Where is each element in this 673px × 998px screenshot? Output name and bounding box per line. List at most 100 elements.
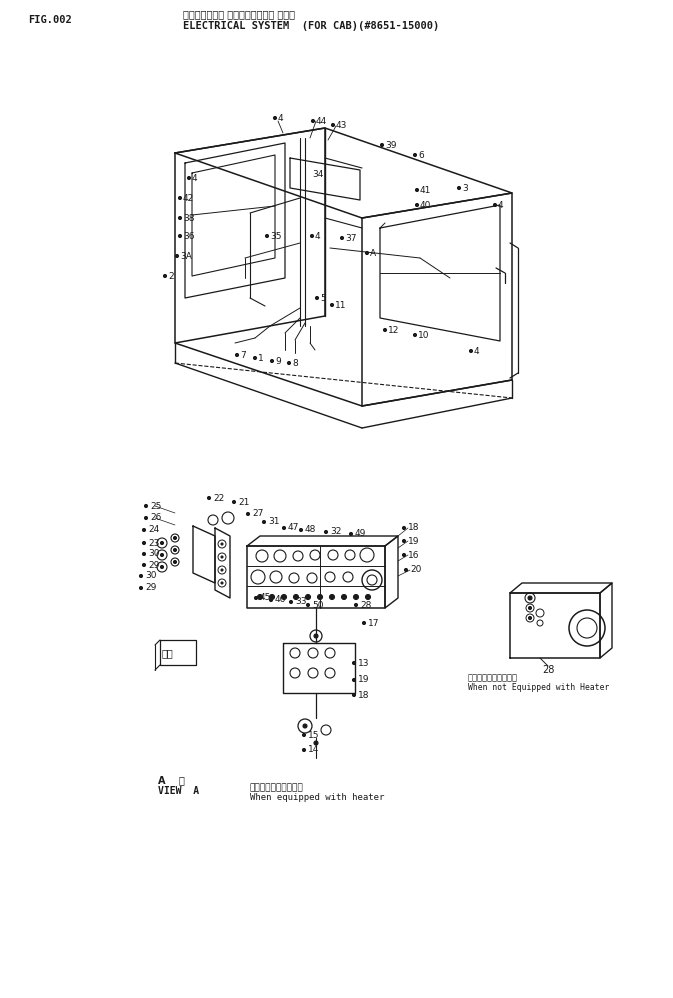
Circle shape: [246, 513, 250, 516]
Circle shape: [143, 529, 145, 532]
Text: 43: 43: [336, 121, 347, 130]
Text: A    視: A 視: [158, 775, 185, 785]
Circle shape: [160, 566, 164, 569]
Text: 3A: 3A: [180, 251, 192, 260]
Circle shape: [353, 679, 355, 682]
Circle shape: [330, 303, 334, 306]
Text: 4: 4: [192, 174, 198, 183]
Text: 11: 11: [335, 300, 347, 309]
Circle shape: [470, 349, 472, 352]
Text: 31: 31: [268, 518, 279, 527]
Circle shape: [221, 543, 223, 545]
Circle shape: [314, 741, 318, 745]
Circle shape: [143, 553, 145, 556]
Text: 19: 19: [358, 676, 369, 685]
Text: A: A: [370, 249, 376, 257]
Circle shape: [258, 595, 262, 600]
Circle shape: [458, 187, 460, 190]
Circle shape: [402, 554, 406, 557]
Text: 7: 7: [240, 350, 246, 359]
Circle shape: [221, 556, 223, 558]
Circle shape: [139, 575, 143, 578]
Text: 23: 23: [148, 539, 160, 548]
Text: 前方: 前方: [161, 648, 173, 658]
Text: ヒータ装置のあるとき: ヒータ装置のあるとき: [250, 783, 304, 792]
Circle shape: [415, 204, 419, 207]
Text: 4: 4: [278, 114, 283, 123]
Text: 37: 37: [345, 234, 357, 243]
Text: 27: 27: [252, 510, 263, 519]
Text: 4: 4: [315, 232, 320, 241]
Text: 3: 3: [462, 184, 468, 193]
Circle shape: [306, 595, 310, 600]
Circle shape: [299, 529, 302, 532]
Text: 28: 28: [360, 601, 371, 610]
Circle shape: [254, 597, 258, 600]
Circle shape: [413, 154, 417, 157]
Text: 18: 18: [408, 524, 419, 533]
Text: 24: 24: [148, 526, 160, 535]
Circle shape: [413, 333, 417, 336]
Text: 45: 45: [260, 594, 271, 603]
Circle shape: [528, 617, 532, 620]
Text: VIEW  A: VIEW A: [158, 786, 199, 796]
Circle shape: [283, 527, 285, 530]
Text: 26: 26: [150, 514, 162, 523]
Text: 41: 41: [420, 186, 431, 195]
Circle shape: [143, 542, 145, 545]
Text: 12: 12: [388, 325, 399, 334]
Text: 32: 32: [330, 528, 341, 537]
Text: 35: 35: [270, 232, 281, 241]
Circle shape: [493, 204, 497, 207]
Circle shape: [402, 527, 406, 530]
Circle shape: [269, 595, 275, 600]
Circle shape: [221, 582, 223, 584]
Circle shape: [139, 587, 143, 590]
Circle shape: [273, 117, 277, 120]
Text: 2: 2: [168, 271, 174, 280]
Circle shape: [232, 501, 236, 504]
Text: 29: 29: [145, 584, 156, 593]
Circle shape: [310, 235, 314, 238]
Text: 17: 17: [368, 619, 380, 628]
Circle shape: [287, 361, 291, 364]
Circle shape: [306, 604, 310, 607]
Circle shape: [303, 724, 307, 728]
Text: 39: 39: [385, 141, 396, 150]
Circle shape: [318, 595, 322, 600]
Circle shape: [384, 328, 386, 331]
Circle shape: [332, 124, 334, 127]
Circle shape: [302, 734, 306, 737]
Circle shape: [176, 254, 178, 257]
Circle shape: [355, 604, 357, 607]
Circle shape: [341, 237, 343, 240]
Text: 29: 29: [148, 561, 160, 570]
Circle shape: [353, 595, 359, 600]
Circle shape: [188, 177, 190, 180]
Text: 30: 30: [148, 550, 160, 559]
Circle shape: [314, 634, 318, 638]
Circle shape: [289, 601, 293, 604]
Circle shape: [160, 542, 164, 545]
Text: 5: 5: [320, 293, 326, 302]
Text: エレクトリカル システム（キャブ ヨウ）: エレクトリカル システム（キャブ ヨウ）: [183, 9, 295, 19]
Circle shape: [281, 595, 287, 600]
Circle shape: [402, 540, 406, 543]
Text: 15: 15: [308, 731, 320, 740]
Text: 48: 48: [305, 526, 316, 535]
Circle shape: [160, 554, 164, 557]
Text: 4: 4: [498, 201, 503, 210]
Circle shape: [164, 274, 166, 277]
Text: 4: 4: [474, 346, 480, 355]
Circle shape: [145, 505, 147, 508]
Circle shape: [143, 564, 145, 567]
Circle shape: [269, 599, 273, 602]
Text: 19: 19: [408, 537, 419, 546]
Text: 34: 34: [312, 170, 324, 179]
Circle shape: [404, 569, 407, 572]
Circle shape: [266, 235, 269, 238]
Circle shape: [380, 144, 384, 147]
Text: ヒータ装置のないとき: ヒータ装置のないとき: [468, 674, 518, 683]
Text: 13: 13: [358, 659, 369, 668]
Circle shape: [365, 251, 369, 254]
